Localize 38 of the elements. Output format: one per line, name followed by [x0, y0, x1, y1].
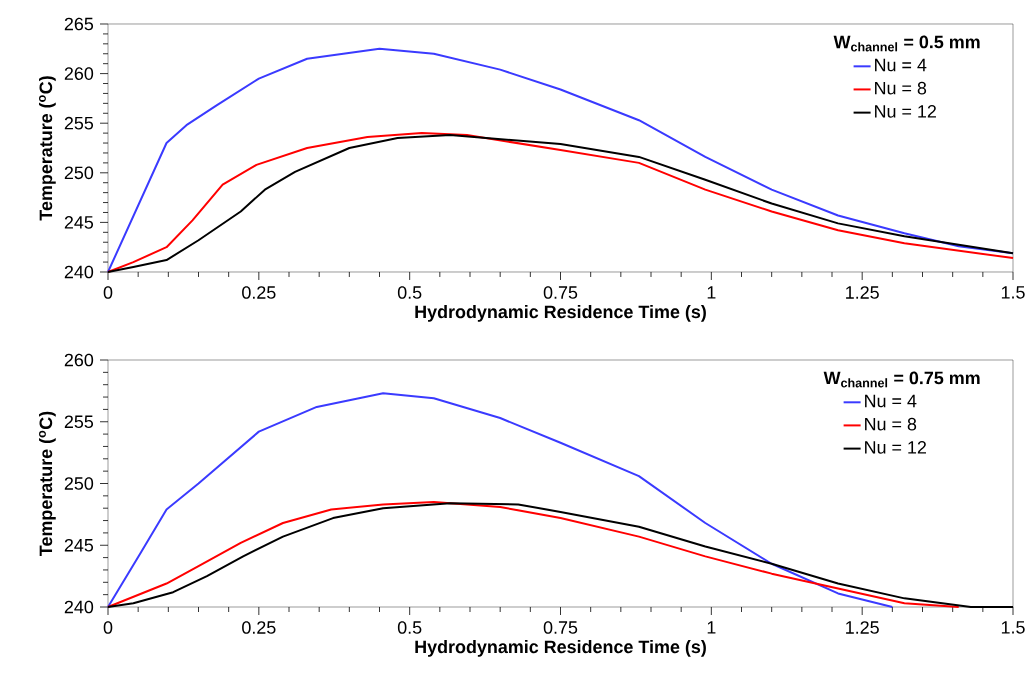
y-tick-label: 265 — [64, 17, 94, 31]
y-tick-label: 260 — [64, 353, 94, 367]
x-tick-label: 1.5 — [1001, 621, 1025, 634]
y-tick-label: 260 — [64, 67, 94, 80]
x-tick-label: 0.5 — [397, 621, 422, 634]
x-tick-label: 1.25 — [846, 621, 879, 634]
x-tick-label: 0 — [103, 286, 113, 299]
legend-label: Nu = 12 — [865, 440, 926, 454]
x-tick-label: 0 — [103, 621, 113, 634]
x-tick-label: 1 — [707, 621, 716, 634]
y-tick-label: 240 — [64, 265, 94, 279]
x-tick-label: 1.25 — [846, 286, 879, 299]
x-tick-label: 0.25 — [242, 286, 276, 299]
x-tick-label: 0.25 — [242, 621, 276, 634]
legend-label: Nu = 4 — [865, 394, 917, 408]
legend-label: Nu = 4 — [875, 58, 927, 72]
x-tick-label: 1.5 — [1001, 286, 1025, 299]
y-axis-title: Temperature ($^{o}$C) — [39, 76, 56, 221]
legend-title: W$_{channel}$ = 0.5 mm — [833, 35, 980, 52]
x-axis-title: Hydrodynamic Residence Time (s) — [415, 305, 706, 322]
y-axis-title: Temperature ($^{o}$C) — [39, 411, 56, 556]
legend-label: Nu = 8 — [865, 417, 917, 431]
legend-label: Nu = 8 — [875, 81, 927, 95]
y-tick-label: 250 — [64, 166, 94, 180]
x-tick-label: 0.5 — [397, 286, 422, 299]
y-tick-label: 245 — [64, 538, 94, 552]
y-tick-label: 245 — [64, 216, 94, 229]
x-tick-label: 0.75 — [543, 621, 578, 634]
x-tick-label: 0.75 — [543, 286, 578, 299]
x-axis-title: Hydrodynamic Residence Time (s) — [415, 640, 706, 657]
y-tick-label: 240 — [64, 600, 94, 614]
legend-label: Nu = 12 — [875, 105, 936, 118]
y-tick-label: 255 — [64, 415, 94, 429]
y-tick-label: 250 — [64, 477, 94, 490]
y-tick-label: 255 — [64, 116, 94, 130]
x-tick-label: 1 — [707, 286, 716, 299]
legend-title: W$_{channel}$ = 0.75 mm — [823, 371, 980, 388]
line-series — [107, 392, 894, 608]
